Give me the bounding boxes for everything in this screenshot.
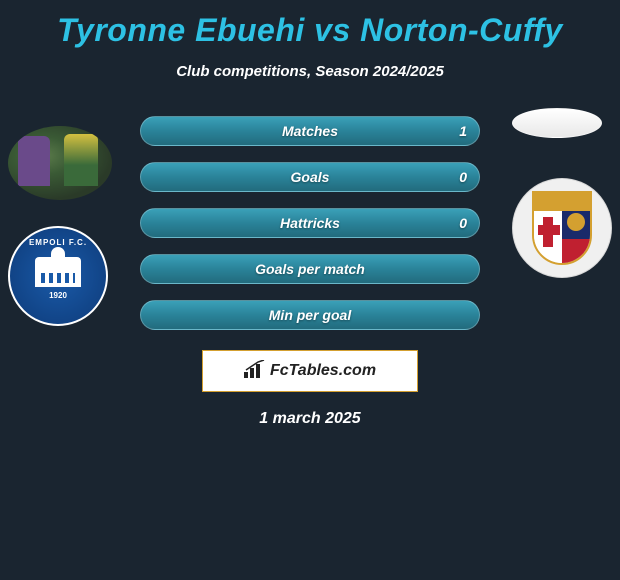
stat-label: Matches bbox=[282, 123, 338, 139]
stat-row-min-per-goal: Min per goal bbox=[140, 300, 480, 330]
stat-row-goals: Goals 0 bbox=[140, 162, 480, 192]
page-title: Tyronne Ebuehi vs Norton-Cuffy bbox=[0, 0, 620, 49]
stat-label: Hattricks bbox=[280, 215, 340, 231]
stat-value: 0 bbox=[459, 215, 467, 231]
watermark-text: FcTables.com bbox=[270, 362, 376, 380]
date-text: 1 march 2025 bbox=[0, 410, 620, 428]
subtitle: Club competitions, Season 2024/2025 bbox=[0, 63, 620, 80]
stat-label: Goals per match bbox=[255, 261, 365, 277]
stats-column: Matches 1 Goals 0 Hattricks 0 Goals per … bbox=[140, 116, 480, 330]
stat-value: 0 bbox=[459, 169, 467, 185]
stat-label: Goals bbox=[291, 169, 330, 185]
stat-value: 1 bbox=[459, 123, 467, 139]
stat-label: Min per goal bbox=[269, 307, 351, 323]
bars-icon bbox=[244, 360, 266, 383]
stat-row-goals-per-match: Goals per match bbox=[140, 254, 480, 284]
stat-row-hattricks: Hattricks 0 bbox=[140, 208, 480, 238]
stats-area: Matches 1 Goals 0 Hattricks 0 Goals per … bbox=[0, 116, 620, 330]
watermark[interactable]: FcTables.com bbox=[202, 350, 418, 392]
stat-row-matches: Matches 1 bbox=[140, 116, 480, 146]
